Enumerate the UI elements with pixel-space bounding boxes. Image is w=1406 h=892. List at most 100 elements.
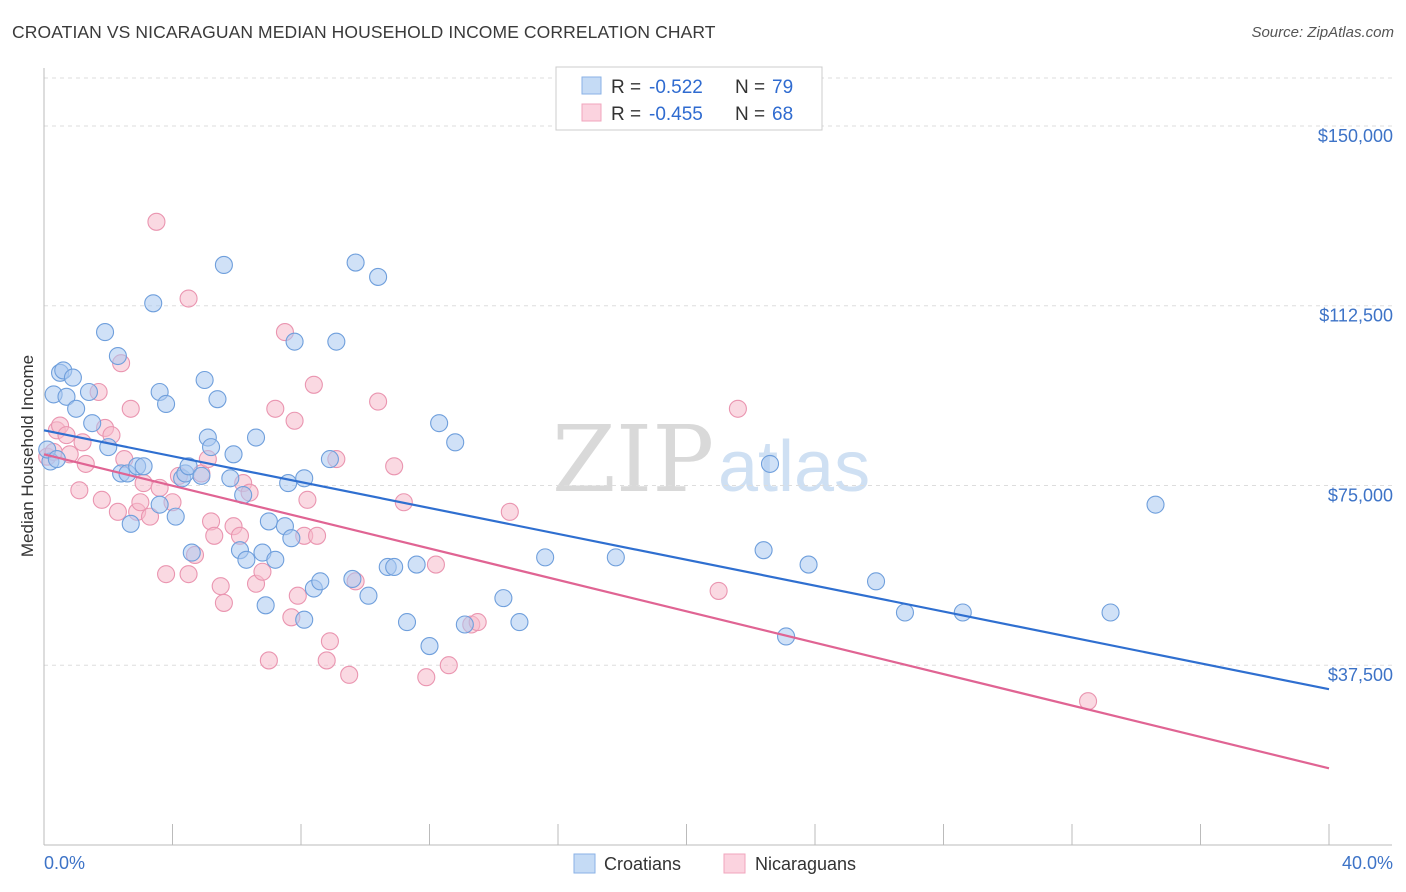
nicaraguan-point-34 <box>214 593 233 612</box>
croatian-point-16 <box>134 457 153 476</box>
croatian-point-8 <box>83 414 102 433</box>
croatian-point-75 <box>1101 603 1120 622</box>
croatian-point-33 <box>224 445 243 464</box>
nicaraguan-point-27 <box>179 565 198 584</box>
legend-n-label-1: N = <box>735 77 765 98</box>
croatian-point-58 <box>397 613 417 632</box>
croatian-point-76 <box>1146 495 1165 514</box>
nicaraguan-point-49 <box>304 375 323 394</box>
legend-r-value-2: -0.455 <box>649 104 703 125</box>
nicaraguan-point-23 <box>157 565 176 584</box>
croatian-point-18 <box>150 495 169 514</box>
bottom-legend-label-croatians: Croatians <box>604 854 681 874</box>
croatian-point-57 <box>385 557 404 577</box>
croatian-point-46 <box>295 610 314 629</box>
croatian-point-37 <box>246 428 266 447</box>
legend-r-label-1: R = <box>611 77 641 98</box>
croatian-point-66 <box>536 548 555 567</box>
nicaraguan-point-59 <box>417 668 436 687</box>
nicaraguan-point-56 <box>369 392 388 411</box>
croatian-point-41 <box>266 550 285 569</box>
source-credit: Source: ZipAtlas.com <box>1251 24 1394 41</box>
croatian-point-14 <box>121 514 140 533</box>
croatian-point-50 <box>320 450 339 469</box>
nicaraguan-point-61 <box>439 656 458 675</box>
bottom-legend-label-nicaraguans: Nicaraguans <box>755 854 856 874</box>
nicaraguan-point-42 <box>266 399 285 418</box>
nicaraguan-point-54 <box>340 665 359 684</box>
croatian-point-44 <box>282 529 301 548</box>
nicaraguan-point-21 <box>147 212 166 231</box>
trend-line-croatians <box>43 429 1330 691</box>
croatian-point-71 <box>799 555 818 574</box>
x-tick-label-max: 40.0% <box>1342 853 1393 873</box>
nicaraguan-point-64 <box>500 502 519 521</box>
croatian-point-68 <box>760 454 780 473</box>
croatian-point-73 <box>895 603 915 622</box>
nicaraguan-point-32 <box>205 526 224 545</box>
legend-swatch-nicaraguans <box>581 103 602 122</box>
croatian-point-62 <box>446 433 465 452</box>
bottom-legend-swatch-croatians <box>573 853 596 874</box>
croatian-point-4 <box>57 387 76 406</box>
nicaraguan-point-57 <box>385 457 404 476</box>
croatian-point-54 <box>359 586 378 605</box>
nicaraguan-point-6 <box>70 481 89 500</box>
x-axis-ticks <box>43 824 1330 845</box>
croatian-point-24 <box>179 457 198 476</box>
croatian-point-53 <box>346 253 365 272</box>
watermark: ZIP atlas <box>552 406 870 513</box>
croatian-point-11 <box>108 346 127 366</box>
croatian-point-31 <box>214 255 233 275</box>
chart-title: CROATIAN VS NICARAGUAN MEDIAN HOUSEHOLD … <box>12 22 716 42</box>
bottom-legend-swatch-nicaraguans <box>723 853 746 874</box>
croatian-point-30 <box>208 390 227 409</box>
y-tick-label-1: $75,000 <box>1328 485 1393 505</box>
croatian-point-52 <box>343 569 362 588</box>
croatian-point-51 <box>327 332 346 351</box>
nicaraguan-point-45 <box>285 411 304 430</box>
croatian-point-45 <box>285 332 304 351</box>
nicaraguan-point-16 <box>121 399 140 418</box>
legend-r-value-1: -0.522 <box>649 77 703 98</box>
croatian-point-25 <box>182 543 201 562</box>
croatian-point-61 <box>430 414 449 433</box>
x-tick-label-min: 0.0% <box>44 853 85 873</box>
nicaraguan-point-13 <box>108 502 127 521</box>
y-axis-label: Median Household Income <box>18 355 37 557</box>
croatian-point-17 <box>144 294 163 313</box>
croatian-point-21 <box>166 507 185 526</box>
legend-swatch-croatians <box>581 76 602 95</box>
croatian-point-67 <box>606 548 625 567</box>
nicaraguan-point-60 <box>426 555 445 574</box>
croatian-point-65 <box>510 613 529 632</box>
croatian-point-29 <box>202 438 221 457</box>
nicaraguan-point-41 <box>259 651 278 670</box>
nicaraguan-point-48 <box>298 490 317 509</box>
nicaraguan-point-65 <box>709 581 728 600</box>
trend-line-nicaraguans <box>43 453 1330 770</box>
grid-lines <box>44 77 1392 666</box>
croatian-point-60 <box>420 637 439 656</box>
nicaraguan-point-20 <box>140 507 160 526</box>
watermark-atlas: atlas <box>718 427 870 507</box>
nicaraguan-point-26 <box>179 289 198 308</box>
legend: R = -0.522 N = 79 R = -0.455 N = 68 <box>555 66 823 131</box>
croatian-point-39 <box>256 596 275 615</box>
nicaraguan-point-50 <box>308 526 327 545</box>
series-croatians-points <box>38 253 1165 656</box>
nicaraguan-point-18 <box>131 493 150 512</box>
croatian-point-26 <box>192 466 211 485</box>
y-tick-label-0: $37,500 <box>1328 665 1393 685</box>
croatian-point-64 <box>494 589 513 608</box>
croatian-point-74 <box>953 603 972 622</box>
y-tick-label-2: $112,500 <box>1319 306 1393 326</box>
croatian-point-9 <box>95 323 115 342</box>
croatian-point-6 <box>67 399 86 418</box>
croatian-point-63 <box>455 615 474 634</box>
legend-n-value-1: 79 <box>772 77 793 98</box>
nicaraguan-point-46 <box>288 586 307 605</box>
y-tick-labels: $37,500 $75,000 $112,500 $150,000 <box>1318 126 1393 685</box>
croatian-point-20 <box>157 394 176 414</box>
